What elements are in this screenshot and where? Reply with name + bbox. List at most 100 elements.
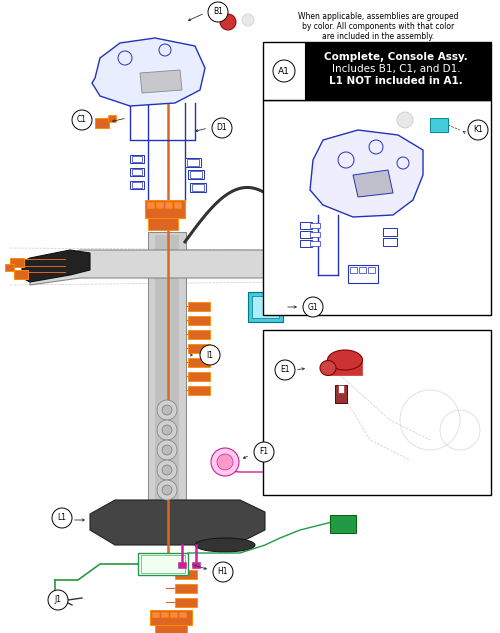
Circle shape xyxy=(208,2,228,22)
Bar xyxy=(148,218,178,230)
Circle shape xyxy=(254,442,274,462)
Bar xyxy=(155,625,187,633)
Bar xyxy=(335,385,347,403)
Circle shape xyxy=(397,112,413,128)
Bar xyxy=(132,156,142,162)
Text: I1: I1 xyxy=(206,351,214,360)
Circle shape xyxy=(157,420,177,440)
Text: E1: E1 xyxy=(280,365,290,375)
Bar xyxy=(192,184,204,191)
Bar xyxy=(130,168,144,176)
Bar xyxy=(190,171,202,178)
Bar xyxy=(185,158,201,167)
Bar xyxy=(14,270,28,279)
Circle shape xyxy=(200,345,220,365)
Bar xyxy=(330,515,356,533)
Bar xyxy=(10,258,24,267)
Circle shape xyxy=(213,562,233,582)
Bar xyxy=(338,385,344,393)
Bar xyxy=(263,42,491,100)
Bar xyxy=(138,553,188,575)
Text: H1: H1 xyxy=(218,568,228,577)
Circle shape xyxy=(157,440,177,460)
Bar xyxy=(383,228,397,236)
Text: L1: L1 xyxy=(58,513,66,522)
Bar xyxy=(188,170,204,179)
Text: Complete, Console Assy.: Complete, Console Assy. xyxy=(324,52,468,62)
Bar xyxy=(188,316,210,325)
Circle shape xyxy=(273,60,295,82)
Ellipse shape xyxy=(195,538,255,552)
Text: J1: J1 xyxy=(54,596,62,605)
Polygon shape xyxy=(140,70,182,93)
Bar xyxy=(130,181,144,189)
Bar xyxy=(188,358,210,367)
Text: B1: B1 xyxy=(213,8,223,16)
Circle shape xyxy=(162,425,172,435)
Polygon shape xyxy=(30,250,310,285)
Bar xyxy=(132,182,142,188)
Circle shape xyxy=(242,14,254,26)
Text: D1: D1 xyxy=(216,123,228,132)
Bar xyxy=(383,238,397,246)
Bar xyxy=(170,612,177,617)
Bar xyxy=(252,296,279,318)
Circle shape xyxy=(48,590,68,610)
Text: C1: C1 xyxy=(77,115,87,125)
Bar xyxy=(156,202,163,208)
Bar xyxy=(188,344,210,353)
Bar xyxy=(263,100,491,315)
Circle shape xyxy=(468,120,488,140)
Bar xyxy=(348,265,378,283)
Bar xyxy=(328,360,362,375)
Circle shape xyxy=(162,485,172,495)
Text: K1: K1 xyxy=(473,125,483,134)
Bar xyxy=(178,562,186,568)
Circle shape xyxy=(211,448,239,476)
Bar xyxy=(130,155,144,163)
Bar xyxy=(148,232,186,522)
Bar xyxy=(175,570,197,579)
Bar xyxy=(300,222,312,229)
Bar xyxy=(192,562,200,568)
Circle shape xyxy=(157,400,177,420)
Polygon shape xyxy=(22,250,90,282)
Bar xyxy=(300,231,312,238)
Bar xyxy=(310,241,320,246)
Bar xyxy=(152,612,159,617)
Bar xyxy=(175,584,197,593)
Bar xyxy=(147,202,154,208)
Bar xyxy=(165,202,172,208)
Bar xyxy=(300,240,312,247)
Bar xyxy=(141,555,185,573)
Text: When applicable, assemblies are grouped: When applicable, assemblies are grouped xyxy=(298,12,458,21)
Bar xyxy=(188,386,210,395)
Circle shape xyxy=(212,118,232,138)
Bar xyxy=(359,267,366,273)
Circle shape xyxy=(162,445,172,455)
Circle shape xyxy=(157,460,177,480)
Circle shape xyxy=(52,508,72,528)
Bar xyxy=(95,118,109,128)
Bar xyxy=(155,235,179,520)
Bar xyxy=(368,267,375,273)
Bar xyxy=(179,612,186,617)
Circle shape xyxy=(303,297,323,317)
Circle shape xyxy=(72,110,92,130)
Bar xyxy=(188,372,210,381)
Bar xyxy=(310,223,320,228)
Text: are included in the assembly.: are included in the assembly. xyxy=(322,32,434,41)
Bar xyxy=(150,610,192,625)
Circle shape xyxy=(275,360,295,380)
Bar xyxy=(187,159,199,166)
Polygon shape xyxy=(310,130,423,217)
Text: F1: F1 xyxy=(260,448,268,456)
Bar xyxy=(188,330,210,339)
Bar xyxy=(175,598,197,607)
Circle shape xyxy=(217,454,233,470)
Bar xyxy=(161,612,168,617)
Polygon shape xyxy=(353,170,393,197)
Bar xyxy=(263,330,491,495)
Circle shape xyxy=(157,480,177,500)
Ellipse shape xyxy=(320,361,336,375)
